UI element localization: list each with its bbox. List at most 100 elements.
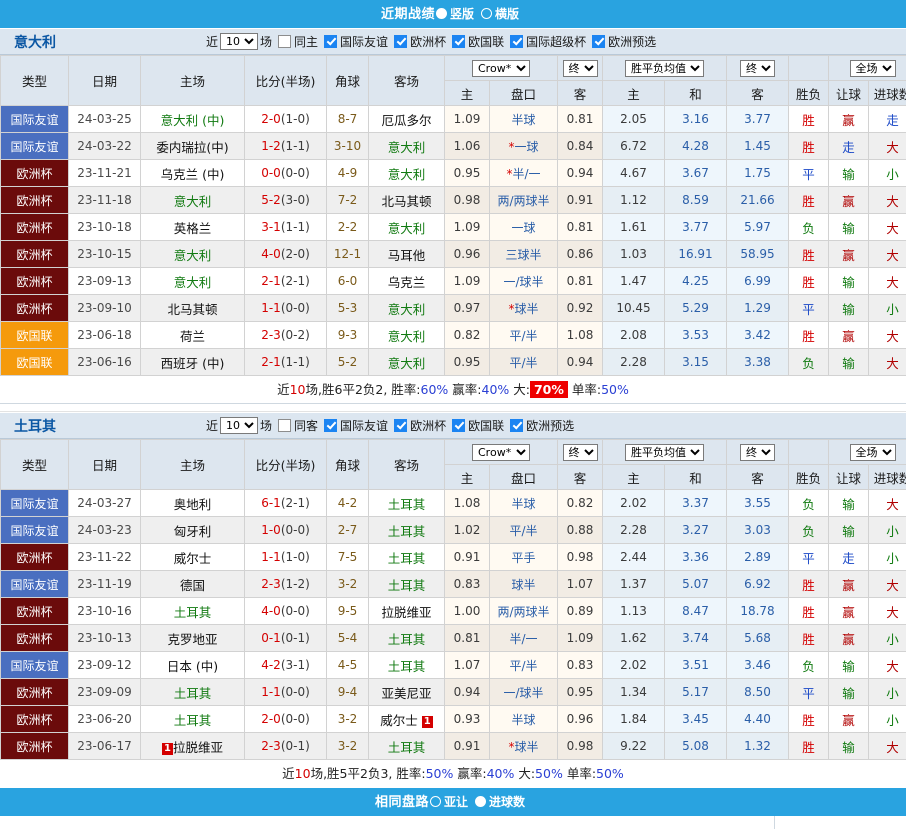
home-team[interactable]: 匈牙利 [141,517,245,544]
away-team[interactable]: 意大利 [369,295,445,322]
odds-company-select-0[interactable]: Crow* [472,60,530,77]
odds-type-select-1[interactable]: 胜平负均值 [625,444,704,461]
odds-home-handicap: 1.02 [445,517,490,544]
home-team[interactable]: 克罗地亚 [141,625,245,652]
league-checkbox-0-1[interactable] [394,35,407,48]
radio-horizontal-layout[interactable] [481,8,492,19]
bottom-option-label-0[interactable]: 亚让 [444,795,468,809]
odds-home-handicap: 0.97 [445,295,490,322]
league-label-0-2: 欧国联 [468,33,504,50]
summary-prefix: 近 [282,766,295,781]
handicap-line: 三球半 [490,241,558,268]
home-team[interactable]: 日本 (中) [141,652,245,679]
result-goals: 小 [869,625,906,652]
summary-big-label: 大: [509,382,530,397]
odds-period2-select-0[interactable]: 终 [740,60,775,77]
result-goals: 小 [869,295,906,322]
match-count-select-1[interactable]: 10 [220,417,258,434]
away-team[interactable]: 北马其顿 [369,187,445,214]
away-team[interactable]: 亚美尼亚 [369,679,445,706]
league-checkbox-1-3[interactable] [510,419,523,432]
result-winloss: 胜 [789,322,829,349]
away-team[interactable]: 土耳其 [369,571,445,598]
match-type-badge: 欧洲杯 [1,625,69,652]
radio-vertical-layout[interactable] [436,8,447,19]
odds-lose: 4.40 [727,706,789,733]
home-team[interactable]: 德国 [141,571,245,598]
top-option-label-0[interactable]: 竖版 [450,7,474,21]
away-team[interactable]: 意大利 [369,214,445,241]
away-team[interactable]: 马耳他 [369,241,445,268]
match-date: 23-10-16 [69,598,141,625]
top-option-label-1[interactable]: 横版 [495,7,519,21]
home-team[interactable]: 意大利 (中) [141,106,245,133]
league-checkbox-0-4[interactable] [592,35,605,48]
home-team[interactable]: 意大利 [141,241,245,268]
odds-company-select-1[interactable]: Crow* [472,444,530,461]
league-checkbox-0-0[interactable] [324,35,337,48]
away-team[interactable]: 土耳其 [369,733,445,760]
away-team[interactable]: 厄瓜多尔 [369,106,445,133]
match-count-select-0[interactable]: 10 [220,33,258,50]
league-checkbox-1-2[interactable] [452,419,465,432]
home-team[interactable]: 意大利 [141,268,245,295]
odds-type-select-0[interactable]: 胜平负均值 [625,60,704,77]
result-winloss: 胜 [789,241,829,268]
away-team[interactable]: 意大利 [369,133,445,160]
venue-select-0[interactable]: 全场 [850,60,896,77]
corner-count: 12-1 [327,241,369,268]
away-team[interactable]: 拉脱维亚 [369,598,445,625]
away-team[interactable]: 土耳其 [369,490,445,517]
summary-oddrate: 50% [596,766,624,781]
home-team[interactable]: 土耳其 [141,706,245,733]
league-checkbox-0-2[interactable] [452,35,465,48]
match-date: 23-11-21 [69,160,141,187]
home-team[interactable]: 威尔士 [141,544,245,571]
radio-asian-handicap[interactable] [430,796,441,807]
bottom-option-label-1[interactable]: 进球数 [489,795,525,809]
home-team[interactable]: 英格兰 [141,214,245,241]
col-corner-0: 角球 [327,56,369,106]
result-handicap: 赢 [829,241,869,268]
home-team[interactable]: 土耳其 [141,679,245,706]
home-team[interactable]: 委内瑞拉(中) [141,133,245,160]
match-date: 23-09-13 [69,268,141,295]
odds-home-handicap: 1.00 [445,598,490,625]
home-team[interactable]: 土耳其 [141,598,245,625]
away-team[interactable]: 意大利 [369,322,445,349]
away-team[interactable]: 威尔士 1 [369,706,445,733]
away-team[interactable]: 土耳其 [369,544,445,571]
home-team[interactable]: 西班牙 (中) [141,349,245,376]
home-team[interactable]: 意大利 [141,187,245,214]
home-team[interactable]: 奥地利 [141,490,245,517]
match-type-badge: 欧国联 [1,349,69,376]
away-team[interactable]: 土耳其 [369,517,445,544]
odds-period2-select-1[interactable]: 终 [740,444,775,461]
handicap-line: 两/两球半 [490,187,558,214]
odds-draw: 4.25 [665,268,727,295]
away-team[interactable]: 土耳其 [369,652,445,679]
home-team[interactable]: 北马其顿 [141,295,245,322]
odds-period-select-1[interactable]: 终 [563,444,598,461]
odds-period-select-0[interactable]: 终 [563,60,598,77]
away-team[interactable]: 土耳其 [369,625,445,652]
odds-lose: 2.89 [727,544,789,571]
league-checkbox-0-3[interactable] [510,35,523,48]
same-venue-checkbox-1[interactable] [278,419,291,432]
league-label-0-0: 国际友谊 [340,33,388,50]
league-checkbox-1-0[interactable] [324,419,337,432]
odds-lose: 3.42 [727,322,789,349]
home-team[interactable]: 乌克兰 (中) [141,160,245,187]
league-checkbox-1-1[interactable] [394,419,407,432]
away-team[interactable]: 乌克兰 [369,268,445,295]
home-team[interactable]: 荷兰 [141,322,245,349]
away-team[interactable]: 意大利 [369,160,445,187]
odds-win: 1.47 [603,268,665,295]
radio-goals[interactable] [475,796,486,807]
venue-select-1[interactable]: 全场 [850,444,896,461]
same-venue-checkbox-0[interactable] [278,35,291,48]
away-team[interactable]: 意大利 [369,349,445,376]
